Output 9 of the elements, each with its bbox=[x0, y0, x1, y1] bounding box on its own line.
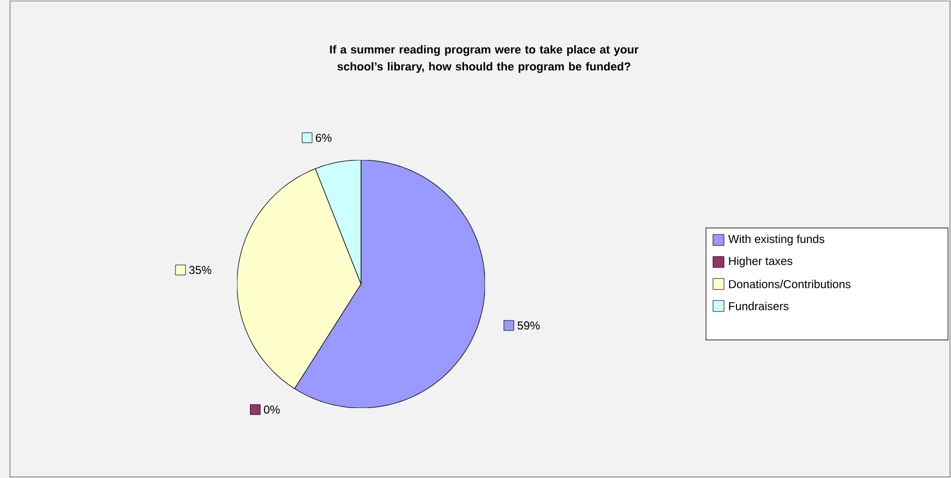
legend-label: Donations/Contributions bbox=[729, 280, 850, 288]
chart-title: If a summer reading program were to take place at your school’s library, how should the program be funded? bbox=[330, 45, 638, 73]
legend-label: Fundraisers bbox=[729, 302, 788, 310]
data-label: 35% bbox=[189, 266, 212, 274]
data-label: 59% bbox=[518, 321, 540, 330]
data-label: 6% bbox=[316, 134, 332, 142]
legend-label: With existing funds bbox=[728, 234, 824, 246]
legend-label: Higher taxes bbox=[729, 256, 792, 268]
text: 0% bbox=[264, 406, 280, 414]
